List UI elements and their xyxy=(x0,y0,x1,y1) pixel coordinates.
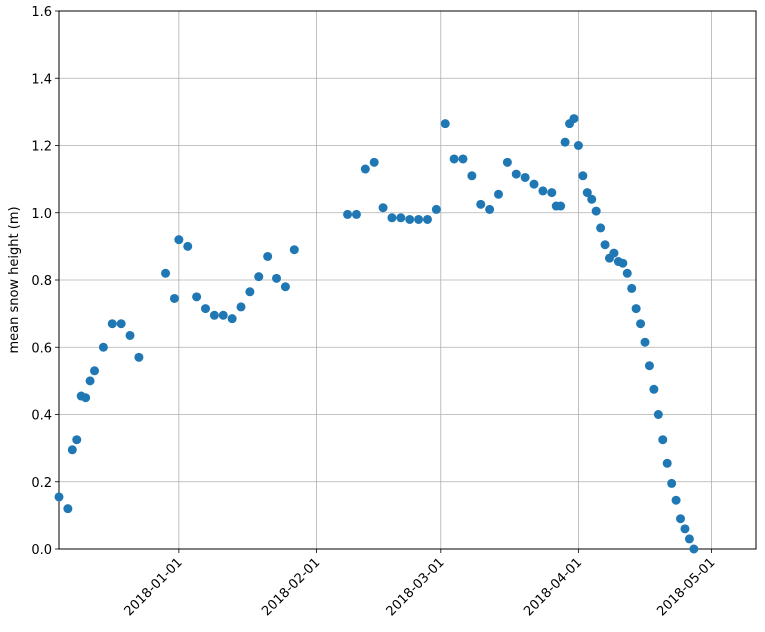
y-tick-label: 1.4 xyxy=(31,72,52,87)
point xyxy=(201,304,211,314)
point xyxy=(538,186,548,196)
y-tick-label: 0.4 xyxy=(31,409,52,424)
point xyxy=(387,213,397,223)
x-tick-label: 2018-03-01 xyxy=(384,555,448,619)
point xyxy=(360,164,370,174)
point xyxy=(458,154,468,164)
x-tick-label: 2018-05-01 xyxy=(654,555,718,619)
y-tick-label: 0.6 xyxy=(31,341,52,356)
point xyxy=(422,214,432,224)
point xyxy=(494,189,504,199)
y-tick-label: 0.2 xyxy=(31,476,52,491)
point xyxy=(684,534,694,544)
point xyxy=(600,240,610,250)
point xyxy=(414,214,424,224)
point xyxy=(116,319,126,329)
point xyxy=(431,204,441,214)
x-tick-label: 2018-04-01 xyxy=(521,555,585,619)
point xyxy=(502,157,512,167)
point xyxy=(72,435,82,445)
point xyxy=(511,169,521,179)
point xyxy=(640,337,650,347)
point xyxy=(174,235,184,245)
point xyxy=(351,209,361,219)
point xyxy=(578,171,588,181)
point xyxy=(529,179,539,189)
point xyxy=(609,248,619,258)
point xyxy=(54,492,64,502)
point xyxy=(667,478,677,488)
point xyxy=(369,157,379,167)
point xyxy=(449,154,459,164)
point xyxy=(627,283,637,293)
y-axis-label: mean snow height (m) xyxy=(7,206,22,353)
point xyxy=(134,352,144,362)
point xyxy=(272,273,282,283)
point xyxy=(653,410,663,419)
y-tick-label: 0.8 xyxy=(31,274,52,289)
point xyxy=(569,114,579,124)
point xyxy=(467,171,477,181)
point xyxy=(618,258,628,268)
point xyxy=(440,119,450,129)
point xyxy=(591,206,601,216)
point xyxy=(245,287,255,297)
point xyxy=(209,310,219,320)
point xyxy=(560,137,570,147)
point xyxy=(676,514,686,524)
point xyxy=(649,384,659,394)
y-tick-label: 0.0 xyxy=(31,543,52,558)
point xyxy=(680,524,690,534)
point xyxy=(378,203,388,213)
plot-frame xyxy=(58,10,757,550)
point xyxy=(644,361,654,371)
point xyxy=(289,245,299,255)
y-tick-label: 1.2 xyxy=(31,140,52,155)
point xyxy=(183,241,193,251)
point xyxy=(405,214,415,224)
point xyxy=(218,310,228,320)
point xyxy=(396,213,406,223)
point xyxy=(587,194,597,204)
point xyxy=(254,272,264,282)
point xyxy=(573,141,583,150)
point xyxy=(98,342,108,352)
y-tick-label: 1.6 xyxy=(31,5,52,20)
point xyxy=(689,544,699,554)
point xyxy=(81,393,91,403)
point xyxy=(547,188,557,198)
point xyxy=(161,268,171,278)
point xyxy=(125,330,135,340)
point xyxy=(192,292,202,302)
point xyxy=(556,201,566,211)
point xyxy=(596,223,606,233)
point xyxy=(236,302,246,312)
point xyxy=(85,376,95,386)
point xyxy=(169,293,179,303)
point xyxy=(662,458,672,468)
point xyxy=(520,172,530,182)
point xyxy=(280,282,290,292)
point xyxy=(67,445,77,455)
point xyxy=(671,495,681,505)
point xyxy=(476,199,486,209)
point xyxy=(658,435,668,445)
y-tick-label: 1.0 xyxy=(31,207,52,222)
point xyxy=(107,319,117,329)
point xyxy=(582,188,592,198)
point xyxy=(485,204,495,214)
point xyxy=(636,319,646,329)
point xyxy=(631,304,641,314)
x-tick-label: 2018-02-01 xyxy=(259,555,323,619)
point xyxy=(63,504,73,514)
point xyxy=(263,251,273,261)
point xyxy=(90,366,100,376)
point xyxy=(343,209,353,219)
x-tick-label: 2018-01-01 xyxy=(122,555,186,619)
point xyxy=(227,314,237,324)
point xyxy=(622,268,632,278)
